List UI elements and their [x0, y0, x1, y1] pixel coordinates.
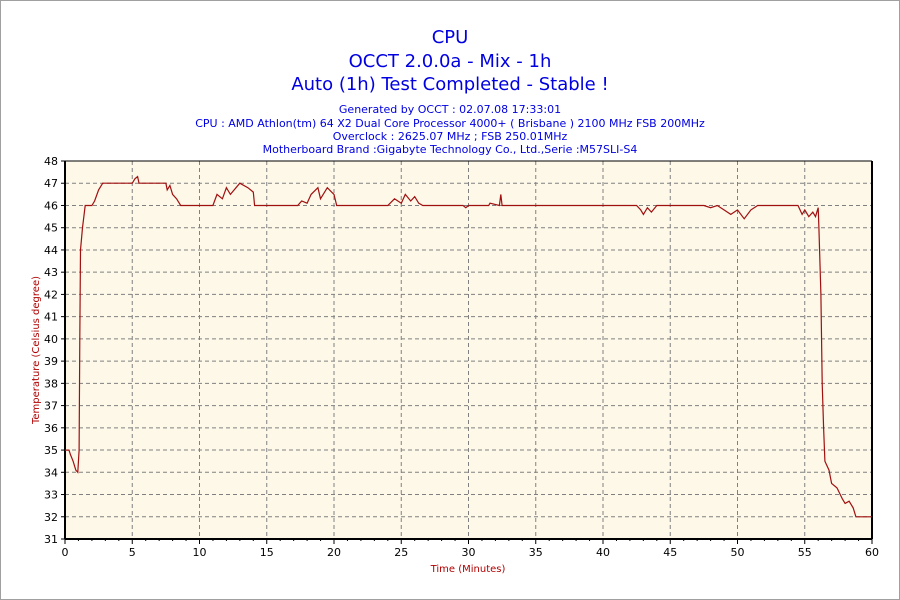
y-tick-label: 39 — [44, 355, 58, 368]
y-tick-label: 46 — [44, 199, 58, 212]
y-tick-label: 48 — [44, 155, 58, 168]
info-cpu: CPU : AMD Athlon(tm) 64 X2 Dual Core Pro… — [195, 117, 705, 130]
y-tick-label: 45 — [44, 222, 58, 235]
x-tick-label: 10 — [193, 546, 207, 559]
y-tick-label: 47 — [44, 177, 58, 190]
y-tick-label: 35 — [44, 444, 58, 457]
x-tick-label: 55 — [798, 546, 812, 559]
y-tick-label: 43 — [44, 266, 58, 279]
x-tick-label: 25 — [394, 546, 408, 559]
y-tick-label: 44 — [44, 244, 58, 257]
x-tick-label: 15 — [260, 546, 274, 559]
x-tick-label: 50 — [731, 546, 745, 559]
chart-title: CPU — [431, 27, 469, 48]
series-line-cpu — [65, 175, 872, 518]
y-tick-label: 38 — [44, 377, 58, 390]
y-tick-label: 40 — [44, 333, 58, 346]
info-generated: Generated by OCCT : 02.07.08 17:33:01 — [338, 103, 562, 116]
info-motherboard: Motherboard Brand :Gigabyte Technology C… — [262, 143, 638, 156]
x-tick-label: 45 — [663, 546, 677, 559]
y-axis-label: Temperature (Celsius degree) — [31, 276, 42, 425]
y-tick-label: 36 — [44, 422, 58, 435]
y-tick-label: 41 — [44, 311, 58, 324]
x-tick-label: 5 — [129, 546, 136, 559]
test-status: Auto (1h) Test Completed - Stable ! — [291, 74, 609, 95]
y-tick-label: 31 — [44, 533, 58, 546]
x-tick-label: 30 — [462, 546, 476, 559]
x-tick-label: 35 — [529, 546, 543, 559]
x-axis-label: Time (Minutes) — [430, 564, 506, 575]
y-tick-label: 34 — [44, 466, 58, 479]
x-tick-label: 20 — [327, 546, 341, 559]
y-tick-label: 32 — [44, 511, 58, 524]
y-tick-label: 42 — [44, 288, 58, 301]
y-tick-label: 33 — [44, 489, 58, 502]
x-tick-label: 40 — [596, 546, 610, 559]
x-tick-label: 60 — [865, 546, 879, 559]
x-tick-label: 0 — [62, 546, 69, 559]
info-overclock: Overclock : 2625.07 MHz ; FSB 250.01MHz — [332, 130, 568, 143]
chart-subtitle: OCCT 2.0.0a - Mix - 1h — [348, 51, 552, 72]
y-tick-label: 37 — [44, 400, 58, 413]
